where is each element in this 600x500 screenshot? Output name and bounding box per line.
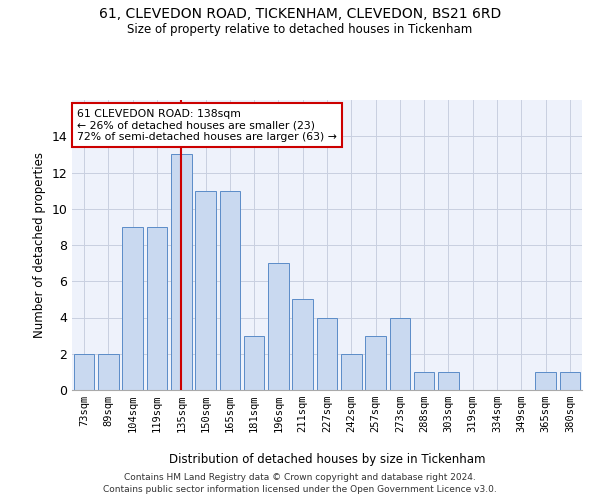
Bar [365,336,386,390]
Y-axis label: Number of detached properties: Number of detached properties [33,152,46,338]
Bar [171,154,191,390]
Bar [535,372,556,390]
Bar [146,227,167,390]
Bar [244,336,265,390]
Bar [389,318,410,390]
Bar [292,300,313,390]
Bar [98,354,119,390]
Bar [220,190,240,390]
Bar [74,354,94,390]
Bar [317,318,337,390]
Bar [122,227,143,390]
Bar [414,372,434,390]
Text: 61 CLEVEDON ROAD: 138sqm
← 26% of detached houses are smaller (23)
72% of semi-d: 61 CLEVEDON ROAD: 138sqm ← 26% of detach… [77,108,337,142]
Text: Size of property relative to detached houses in Tickenham: Size of property relative to detached ho… [127,22,473,36]
Text: Contains HM Land Registry data © Crown copyright and database right 2024.: Contains HM Land Registry data © Crown c… [124,472,476,482]
Bar [268,263,289,390]
Text: 61, CLEVEDON ROAD, TICKENHAM, CLEVEDON, BS21 6RD: 61, CLEVEDON ROAD, TICKENHAM, CLEVEDON, … [99,8,501,22]
Text: Contains public sector information licensed under the Open Government Licence v3: Contains public sector information licen… [103,485,497,494]
Bar [195,190,216,390]
Bar [560,372,580,390]
Bar [438,372,459,390]
Bar [341,354,362,390]
Text: Distribution of detached houses by size in Tickenham: Distribution of detached houses by size … [169,452,485,466]
